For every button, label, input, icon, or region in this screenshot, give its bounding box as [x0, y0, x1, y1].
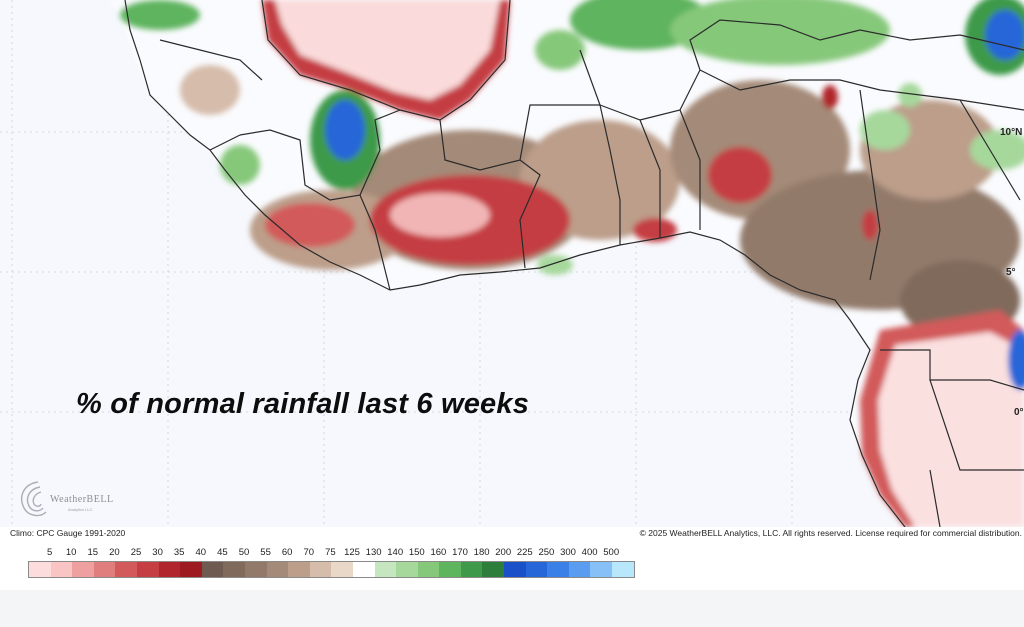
legend-tick-label: 125 [344, 547, 360, 558]
map-canvas [0, 0, 1024, 528]
legend-swatch [50, 562, 73, 577]
legend-swatch [29, 562, 51, 577]
legend-tick-label: 200 [495, 547, 512, 558]
lat-label-10n: 10°N [1000, 127, 1023, 138]
legend-tick-label: 20 [109, 547, 120, 558]
map-title: % of normal rainfall last 6 weeks [76, 388, 530, 420]
legend-swatch [266, 562, 289, 577]
legend-swatch [309, 562, 332, 577]
legend-tick-label: 35 [173, 547, 185, 558]
info-bar: Climo: CPC Gauge 1991-2020 © 2025 Weathe… [0, 527, 1024, 540]
legend-swatch [115, 562, 137, 577]
legend-swatch [568, 562, 591, 577]
legend-swatch [223, 562, 245, 577]
legend-tick-label: 5 [46, 547, 53, 558]
rainfall-map: 10°N 5° 0° % of normal rainfall last 6 w… [0, 0, 1024, 528]
legend-tick-label: 160 [430, 547, 447, 558]
color-legend: 5 10 15 20 25 30 35 40 45 50 55 60 70 75 125 130 140 150 1… [0, 540, 1024, 580]
legend-tick-label: 140 [387, 547, 404, 558]
legend-tick-label: 130 [365, 547, 382, 558]
legend-tick-label: 45 [217, 547, 228, 558]
legend-swatch [158, 562, 181, 577]
legend-swatch [460, 562, 483, 577]
legend-swatch [482, 562, 505, 577]
lat-label-5: 5° [1006, 267, 1016, 278]
legend-swatch [352, 562, 375, 577]
legend-swatch [439, 562, 461, 577]
legend-tick-label: 170 [452, 547, 468, 558]
footer-area [0, 590, 1024, 627]
legend-swatch [180, 562, 202, 577]
legend-tick-label: 180 [473, 547, 490, 558]
legend-tick-label: 60 [281, 547, 293, 558]
legend-swatch [331, 562, 353, 577]
legend-swatch [201, 562, 224, 577]
legend-tick-label: 500 [603, 547, 620, 558]
weatherbell-logo: WeatherBELL Analytics LLC [16, 474, 114, 520]
legend-swatch [525, 562, 548, 577]
logo-subtext: Analytics LLC [68, 507, 93, 512]
legend-swatch [93, 562, 116, 577]
legend-tick-label: 400 [581, 547, 598, 558]
legend-tick-label: 250 [538, 547, 555, 558]
legend-swatch [504, 562, 526, 577]
legend-color-bar [28, 561, 635, 578]
legend-tick-label: 50 [238, 547, 250, 558]
logo-text: WeatherBELL [50, 494, 114, 505]
legend-tick-label: 70 [303, 547, 315, 558]
swirl-icon [20, 481, 47, 517]
legend-swatch [288, 562, 310, 577]
legend-tick-label: 40 [195, 547, 207, 558]
legend-swatch [417, 562, 440, 577]
legend-tick-label: 300 [560, 547, 576, 558]
anomaly-fields [120, 0, 1024, 527]
country-borders [124, 0, 1024, 528]
legend-tick-label: 25 [130, 547, 142, 558]
legend-swatch [374, 562, 397, 577]
climo-note: Climo: CPC Gauge 1991-2020 [10, 528, 126, 538]
legend-swatch [590, 562, 613, 577]
legend-swatch [136, 562, 159, 577]
legend-tick-label: 150 [408, 547, 425, 558]
legend-tick-label: 55 [260, 547, 271, 558]
legend-tick-label: 10 [65, 547, 77, 558]
legend-swatch [72, 562, 94, 577]
legend-tick-label: 225 [516, 547, 533, 558]
copyright-note: © 2025 WeatherBELL Analytics, LLC. All r… [639, 528, 1022, 538]
lat-label-0: 0° [1014, 407, 1024, 418]
legend-tick-label: 75 [325, 547, 336, 558]
legend-tick-label: 30 [152, 547, 163, 558]
legend-swatch [244, 562, 267, 577]
legend-swatch [547, 562, 569, 577]
legend-swatch [612, 562, 634, 577]
legend-tick-label: 15 [87, 547, 99, 558]
legend-swatch [396, 562, 418, 577]
